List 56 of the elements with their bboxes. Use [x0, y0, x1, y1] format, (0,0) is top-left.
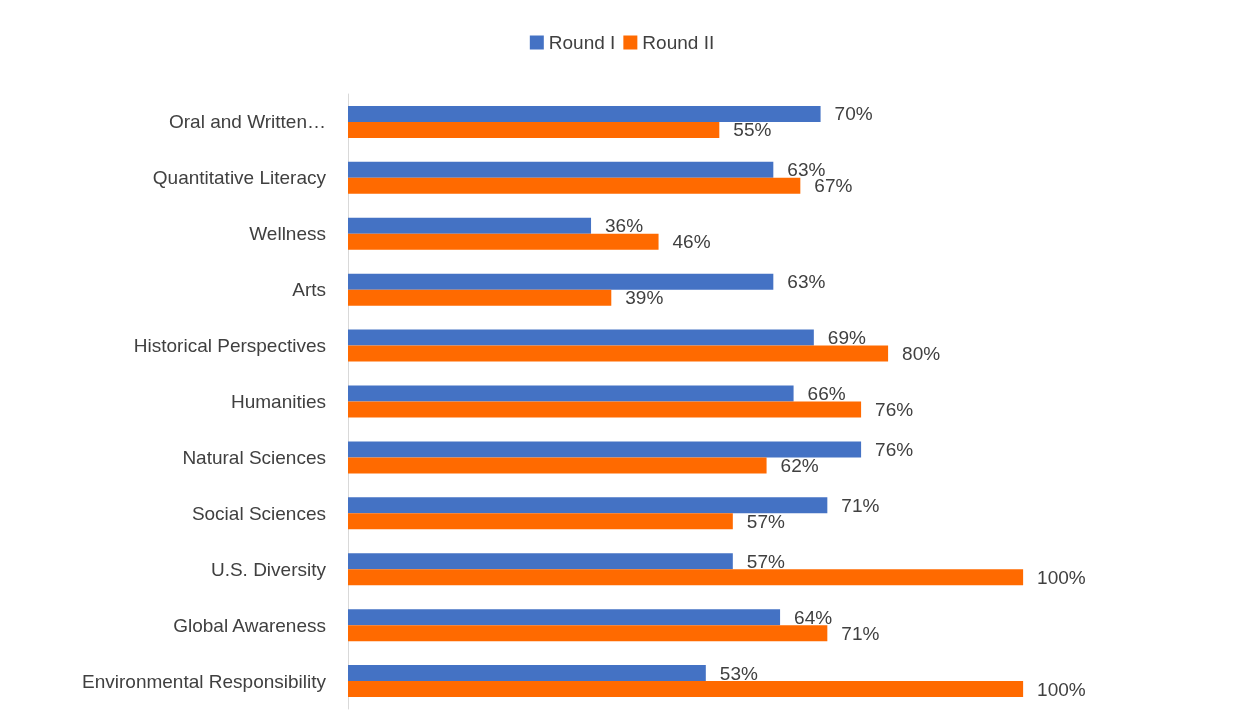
data-label: 62%: [780, 454, 819, 476]
data-label: 64%: [794, 606, 833, 628]
data-label: 71%: [841, 622, 880, 644]
y-tick-label: Humanities: [230, 391, 326, 412]
data-label: 53%: [719, 662, 758, 684]
data-label: 66%: [807, 383, 846, 404]
y-tick-label: Wellness: [249, 223, 326, 245]
data-label: 67%: [814, 175, 853, 197]
data-label: 57%: [746, 550, 785, 572]
bar: [348, 553, 733, 570]
legend-label: Round I: [548, 32, 616, 53]
data-label: 100%: [1037, 678, 1086, 700]
y-tick-label: U.S. Diversity: [210, 558, 327, 580]
bar: [348, 497, 828, 514]
bar: [348, 105, 821, 122]
y-tick-label: Quantitative Literacy: [152, 167, 327, 189]
bar: [348, 385, 794, 402]
y-tick-label: Social Sciences: [191, 502, 326, 524]
data-label: 80%: [902, 343, 941, 365]
bar: [348, 609, 781, 626]
data-label: 69%: [827, 327, 866, 349]
y-tick-label: Arts: [292, 279, 326, 301]
bar: [348, 289, 612, 306]
bar: [348, 161, 774, 178]
y-tick-label: Global Awareness: [173, 614, 326, 636]
y-tick-label: Environmental Responsibility: [82, 670, 327, 692]
bar: [348, 121, 720, 138]
data-label: 36%: [605, 215, 644, 237]
y-tick-label: Historical Perspectives: [133, 335, 326, 357]
data-label: 57%: [746, 510, 785, 532]
bar: [348, 569, 1024, 586]
bar: [348, 441, 862, 458]
bar: [348, 665, 706, 682]
bar: [348, 329, 814, 346]
bar: [348, 273, 774, 290]
data-label: 76%: [875, 399, 914, 420]
data-label: 63%: [787, 271, 826, 293]
bar: [348, 217, 592, 234]
bar: [348, 233, 659, 250]
bar: [348, 625, 828, 642]
data-label: 76%: [875, 438, 914, 460]
y-tick-label: Natural Sciences: [182, 446, 326, 468]
legend-label: Round II: [642, 32, 715, 53]
data-label: 71%: [841, 494, 880, 516]
data-label: 100%: [1037, 566, 1086, 588]
data-label: 46%: [672, 231, 711, 253]
data-label: 39%: [625, 287, 664, 309]
bar: [348, 681, 1024, 698]
bar: [348, 457, 767, 474]
bar: [348, 513, 733, 530]
data-label: 55%: [733, 119, 772, 141]
bar: [348, 401, 862, 418]
y-tick-label: Oral and Written…: [169, 111, 326, 133]
bar: [348, 177, 801, 194]
data-label: 70%: [834, 103, 873, 125]
bar: [348, 345, 889, 362]
